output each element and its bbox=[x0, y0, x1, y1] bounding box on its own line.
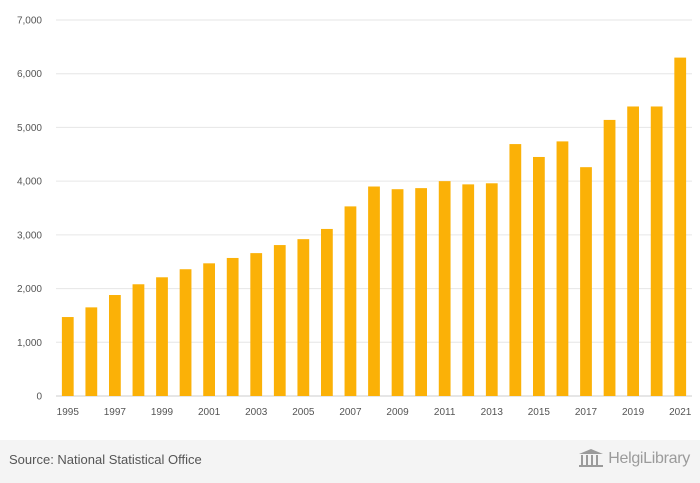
bar-1996[interactable] bbox=[85, 307, 98, 396]
x-tick-label: 2011 bbox=[434, 407, 456, 418]
y-tick-label: 5,000 bbox=[17, 123, 42, 134]
bar-2004[interactable] bbox=[273, 245, 286, 396]
x-tick-label: 2017 bbox=[575, 407, 598, 418]
source-note: Source: National Statistical Office bbox=[9, 452, 202, 467]
bar-1999[interactable] bbox=[156, 277, 168, 396]
bar-2007[interactable] bbox=[344, 206, 357, 396]
footer: Source: National Statistical Office Helg… bbox=[0, 440, 700, 483]
x-tick-label: 2005 bbox=[292, 407, 315, 418]
bar-2012[interactable] bbox=[462, 184, 475, 396]
x-tick-label: 2009 bbox=[386, 407, 409, 418]
x-tick-label: 2001 bbox=[198, 407, 221, 418]
bar-2008[interactable] bbox=[368, 186, 380, 396]
bar-2010[interactable] bbox=[415, 188, 427, 396]
bar-2015[interactable] bbox=[533, 156, 545, 396]
x-tick-label: 2019 bbox=[622, 407, 645, 418]
y-tick-label: 6,000 bbox=[17, 69, 42, 80]
y-tick-label: 7,000 bbox=[17, 16, 42, 27]
chart-area: 0 1,000 2,000 3,000 4,000 5,000 6,000 7,000 1995… bbox=[17, 16, 692, 418]
bar-2011[interactable] bbox=[438, 181, 451, 396]
y-tick-label: 4,000 bbox=[17, 177, 42, 188]
bar-2016[interactable] bbox=[556, 141, 569, 396]
bar-2000[interactable] bbox=[179, 269, 192, 396]
bar-2003[interactable] bbox=[250, 253, 263, 396]
x-tick-label: 2007 bbox=[339, 407, 362, 418]
x-tick-label: 1999 bbox=[151, 407, 174, 418]
x-tick-label: 1997 bbox=[104, 407, 127, 418]
x-tick-label: 1995 bbox=[57, 407, 80, 418]
helgi-library-logo[interactable]: HelgiLibrary bbox=[578, 449, 690, 469]
bar-2001[interactable] bbox=[203, 263, 215, 396]
x-tick-label: 2013 bbox=[481, 407, 504, 418]
bar-chart: 0 1,000 2,000 3,000 4,000 5,000 6,000 7,000 1995… bbox=[17, 16, 692, 418]
logo-text: HelgiLibrary bbox=[608, 450, 690, 467]
bar-1995[interactable] bbox=[61, 317, 74, 396]
bar-2019[interactable] bbox=[627, 106, 639, 396]
bar-2017[interactable] bbox=[580, 167, 592, 396]
x-tick-label: 2021 bbox=[669, 407, 692, 418]
bar-2002[interactable] bbox=[226, 257, 239, 396]
library-building-icon bbox=[579, 449, 604, 467]
bar-2014[interactable] bbox=[509, 144, 522, 396]
bar-1998[interactable] bbox=[132, 284, 145, 396]
bar-2005[interactable] bbox=[297, 239, 310, 396]
bar-2020[interactable] bbox=[650, 106, 663, 396]
y-tick-label: 0 bbox=[36, 392, 42, 403]
bar-2009[interactable] bbox=[391, 189, 404, 396]
x-tick-label: 2003 bbox=[245, 407, 268, 418]
bar-2018[interactable] bbox=[603, 119, 616, 396]
bar-2013[interactable] bbox=[485, 183, 498, 396]
y-tick-label: 3,000 bbox=[17, 230, 42, 241]
bar-2021[interactable] bbox=[674, 57, 687, 396]
bar-1997[interactable] bbox=[109, 295, 121, 396]
x-tick-label: 2015 bbox=[528, 407, 551, 418]
y-tick-label: 2,000 bbox=[17, 284, 42, 295]
y-tick-label: 1,000 bbox=[17, 338, 42, 349]
bar-2006[interactable] bbox=[321, 228, 333, 396]
